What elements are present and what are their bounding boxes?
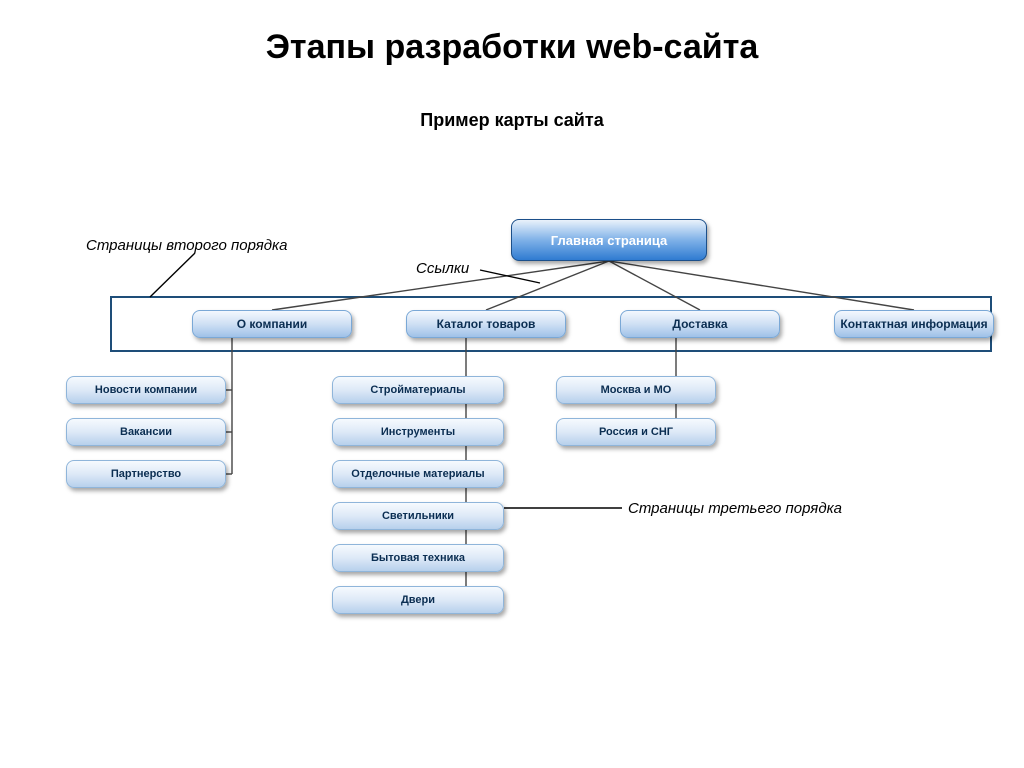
node-lights: Светильники xyxy=(332,502,504,530)
node-about: О компании xyxy=(192,310,352,338)
node-tools: Инструменты xyxy=(332,418,504,446)
node-jobs: Вакансии xyxy=(66,418,226,446)
node-partner: Партнерство xyxy=(66,460,226,488)
page-title: Этапы разработки web-сайта xyxy=(0,28,1024,67)
node-mat: Стройматериалы xyxy=(332,376,504,404)
node-news: Новости компании xyxy=(66,376,226,404)
node-contact: Контактная информация xyxy=(834,310,994,338)
annotation-third-level: Страницы третьего порядка xyxy=(628,500,842,517)
node-appl: Бытовая техника xyxy=(332,544,504,572)
annotation-links: Ссылки xyxy=(416,260,469,277)
node-cis: Россия и СНГ xyxy=(556,418,716,446)
node-msk: Москва и МО xyxy=(556,376,716,404)
node-doors: Двери xyxy=(332,586,504,614)
page-subtitle: Пример карты сайта xyxy=(0,110,1024,131)
annotation-second-level: Страницы второго порядка xyxy=(86,237,287,254)
node-root: Главная страница xyxy=(511,219,707,261)
node-finish: Отделочные материалы xyxy=(332,460,504,488)
node-delivery: Доставка xyxy=(620,310,780,338)
node-catalog: Каталог товаров xyxy=(406,310,566,338)
